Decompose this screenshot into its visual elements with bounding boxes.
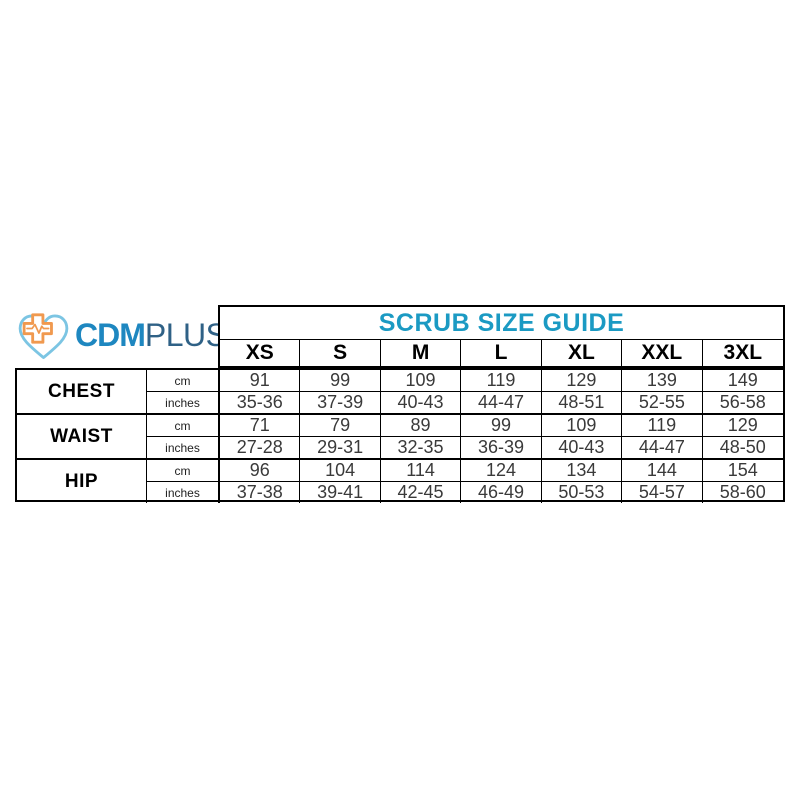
table-cell: 46-49 [461,482,542,503]
table-cell: 154 [702,460,783,482]
table-cell: 144 [622,460,703,482]
table-cell: 36-39 [461,437,542,460]
row-label-chest: CHEST [17,370,147,415]
size-header-xs: XS [220,340,301,366]
table-cell: 40-43 [541,437,623,460]
scrub-size-guide-sheet: CDM PLUS ® SCRUB SIZE GUIDE XS S M L XL … [15,305,785,503]
table-cell: 35-36 [220,392,301,415]
table-cell: 79 [300,415,381,437]
table-cell: 58-60 [719,482,766,502]
heart-cross-pulse-icon [18,313,69,360]
table-cell: 114 [380,460,462,482]
table-cell: 37-38 [220,482,301,503]
brand-name-bold: CDM [75,317,146,353]
brand-logo: CDM PLUS ® [15,305,237,366]
table-cell: 139 [622,370,703,392]
table-cell: 37-39 [300,392,381,415]
unit-label-cm: cm [147,415,220,437]
size-header-s: S [300,340,381,366]
size-header-3xl: 3XL [723,341,763,364]
table-cell: 48-50 [702,437,783,460]
table-cell: 44-47 [622,437,703,460]
measurement-table: CHEST cm 91 99 109 119 129 139 149 inche… [15,368,785,503]
table-cell: 39-41 [300,482,381,503]
table-cell: 52-55 [622,392,703,415]
table-cell: 29-31 [300,437,381,460]
table-cell: 32-35 [380,437,462,460]
table-cell: 91 [220,370,301,392]
table-cell: 109 [380,370,462,392]
table-cell: 149 [702,370,783,392]
table-cell: 134 [541,460,623,482]
size-header-xl: XL [542,340,623,366]
table-cell: 99 [300,370,381,392]
row-label-hip: HIP [17,460,147,503]
table-cell: 71 [220,415,301,437]
table-title: SCRUB SIZE GUIDE [220,307,783,340]
unit-label-inches: inches [147,482,220,503]
table-cell: 109 [541,415,623,437]
table-cell: 44-47 [461,392,542,415]
unit-label-inches: inches [147,437,220,460]
table-cell: 129 [541,370,623,392]
table-cell: 119 [622,415,703,437]
table-cell: 99 [461,415,542,437]
unit-label-cm: cm [147,370,220,392]
table-cell: 129 [702,415,783,437]
unit-label-inches: inches [147,392,220,415]
table-cell: 89 [380,415,462,437]
table-cell: 56-58 [702,392,783,415]
table-cell: 119 [461,370,542,392]
size-header-m: M [381,340,462,366]
unit-label-cm: cm [147,460,220,482]
table-cell: 96 [220,460,301,482]
size-guide-header: SCRUB SIZE GUIDE XS S M L XL XXL 3XL [218,305,785,368]
brand-name-light: PLUS [144,317,227,353]
table-cell: 40-43 [380,392,462,415]
table-cell: 124 [461,460,542,482]
table-cell: 54-57 [622,482,703,503]
table-cell: 48-51 [541,392,623,415]
size-header-row: XS S M L XL XXL 3XL [220,340,783,366]
table-cell: 50-53 [542,482,623,503]
table-cell: 104 [300,460,381,482]
table-cell: 27-28 [220,437,301,460]
table-cell: 42-45 [381,482,462,503]
size-header-xxl: XXL [622,340,703,366]
size-header-l: L [461,340,542,366]
brand-name: CDM PLUS ® [75,317,237,354]
row-label-waist: WAIST [17,415,147,460]
